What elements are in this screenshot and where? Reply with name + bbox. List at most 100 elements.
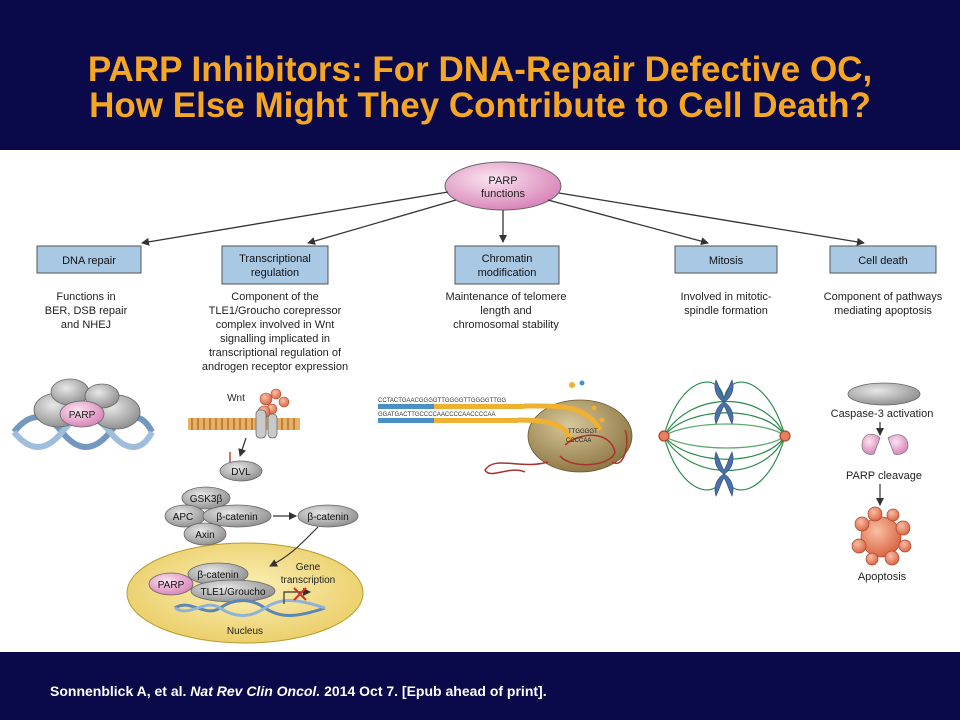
gene-transcription-label-1: Gene <box>296 562 321 573</box>
slide-title-line-2: How Else Might They Contribute to Cell D… <box>89 86 871 125</box>
description-line: Component of the <box>231 291 318 303</box>
chromatin-histone-icon <box>527 399 633 473</box>
description-line: BER, DSB repair <box>45 305 128 317</box>
parp-molecule-dots-icon <box>569 380 605 423</box>
category-chromatin-modification: Chromatin modification <box>454 245 560 285</box>
parp-cleavage-label: PARP cleavage <box>846 470 922 482</box>
arrow-mitosis <box>547 199 709 246</box>
connector-arrows <box>141 191 865 246</box>
dna-tail-icon <box>611 429 628 465</box>
apoptotic-cell-icon <box>851 506 912 566</box>
parp-functions-diagram: PARP functions DNA repair Transcriptiona… <box>11 161 943 644</box>
dna-strand-icon <box>434 404 524 409</box>
apoptosis-label: Apoptosis <box>858 571 907 583</box>
nuclear-parp-label: PARP <box>158 580 185 591</box>
category-descriptions: Functions in BER, DSB repair and NHEJ Co… <box>45 291 943 373</box>
beta-catenin-complex-icon <box>202 504 272 528</box>
axin-label: Axin <box>195 530 214 541</box>
cell-membrane-icon <box>188 418 300 430</box>
arrow-cell-death <box>558 192 865 246</box>
title-bar <box>0 0 960 150</box>
description-line: spindle formation <box>684 305 768 317</box>
apc-label: APC <box>173 512 194 523</box>
citation-authors: Sonnenblick A, et al. <box>50 683 187 699</box>
center-label-line-1: PARP <box>488 175 517 187</box>
dvl-protein-icon <box>219 460 263 482</box>
caspase-label: Caspase-3 activation <box>831 408 934 420</box>
tle1-label: TLE1/Groucho <box>200 587 265 598</box>
dna-strand-icon <box>517 417 573 441</box>
category-label: Transcriptional <box>239 253 311 265</box>
dna-strand-icon <box>523 403 603 432</box>
free-beta-catenin-label: β-catenin <box>307 512 348 523</box>
centrosome-icon <box>658 430 670 442</box>
category-label: Cell death <box>858 255 908 267</box>
description-line: transcriptional regulation of <box>209 347 342 359</box>
axin-protein-icon <box>183 522 227 546</box>
dna-strand-icon <box>434 418 518 423</box>
chromosome-icon <box>714 379 734 425</box>
footer-bar <box>0 652 960 720</box>
telomere-illustration: CCTACTGAACGGGGTTGGGGTTGGGGTTGG GGATGACTT… <box>378 380 633 475</box>
centrosome-icon <box>779 430 791 442</box>
description-line: mediating apoptosis <box>834 305 932 317</box>
citation-details: 2014 Oct 7. [Epub ahead of print]. <box>324 683 547 699</box>
slide-title: PARP Inhibitors: For DNA-Repair Defectiv… <box>0 52 960 124</box>
dna-strand-icon <box>378 404 434 409</box>
nuclear-beta-catenin-label: β-catenin <box>197 570 238 581</box>
description-line: TLE1/Groucho corepressor <box>209 305 342 317</box>
slide-title-line-1: PARP Inhibitors: For DNA-Repair Defectiv… <box>87 50 873 89</box>
telomere-sequence-bottom: GGATGACTTGCCCCAACCCCAACCCCAA <box>378 412 496 418</box>
description-line: Maintenance of telomere <box>445 291 566 303</box>
category-label: Mitosis <box>709 255 744 267</box>
citation-journal: Nat Rev Clin Oncol. <box>190 683 321 699</box>
center-label-line-2: functions <box>481 188 526 200</box>
blocked-x-icon <box>293 587 307 601</box>
arrow-dna-repair <box>141 191 449 246</box>
gsk3b-label: GSK3β <box>190 494 223 505</box>
receptor-icon <box>255 409 278 439</box>
description-line: chromosomal stability <box>453 319 559 331</box>
parp-functions-node: PARP functions <box>444 161 562 211</box>
gene-transcription-label-2: transcription <box>281 575 335 586</box>
arrow-icon <box>269 526 319 567</box>
t-loop-icon <box>559 434 616 466</box>
category-mitosis: Mitosis <box>674 245 778 274</box>
description-line: Functions in <box>56 291 115 303</box>
mitotic-spindle-illustration <box>658 379 791 497</box>
arrow-transcriptional <box>307 199 457 245</box>
category-cell-death: Cell death <box>829 245 937 274</box>
wnt-pathway-illustration: Wnt DVL <box>126 388 364 644</box>
category-dna-repair: DNA repair <box>36 245 142 274</box>
cleaved-parp-fragment-icon <box>861 433 881 455</box>
dna-tail-icon <box>484 461 549 475</box>
free-beta-catenin-icon <box>297 504 359 528</box>
arrow-icon <box>238 437 247 457</box>
chromosome-icon <box>714 451 734 497</box>
telomere-sequence-top: CCTACTGAACGGGGTTGGGGTTGGGGTTGG <box>378 398 507 404</box>
citation: Sonnenblick A, et al. Nat Rev Clin Oncol… <box>50 683 547 699</box>
telomere-sequence-loop-2: CCCCAA <box>566 438 591 444</box>
caspase-3-icon <box>847 382 921 406</box>
wnt-label: Wnt <box>227 393 245 404</box>
category-label: DNA repair <box>62 255 116 267</box>
dvl-label: DVL <box>231 467 251 478</box>
cleaved-parp-fragment-icon <box>887 434 909 455</box>
gsk3b-protein-icon <box>181 486 231 510</box>
parp-protein-icon <box>59 400 105 428</box>
description-line: Involved in mitotic- <box>680 291 771 303</box>
description-line: complex involved in Wnt <box>216 319 335 331</box>
apoptosis-illustration: Caspase-3 activation PARP cleavage Apopt… <box>831 382 934 583</box>
description-line: and NHEJ <box>61 319 111 331</box>
beta-catenin-label: β-catenin <box>216 512 257 523</box>
category-label: modification <box>478 267 537 279</box>
category-transcriptional-regulation: Transcriptional regulation <box>221 245 329 285</box>
dna-strand-icon <box>378 418 434 423</box>
description-line: length and <box>480 305 531 317</box>
nuclear-dna-icon <box>174 599 326 617</box>
telomere-sequence-loop: TTGGGGT <box>568 429 598 435</box>
description-line: Component of pathways <box>824 291 943 303</box>
description-line: signalling implicated in <box>220 333 330 345</box>
parp-protein-icon <box>148 572 194 596</box>
category-label: Chromatin <box>482 253 533 265</box>
